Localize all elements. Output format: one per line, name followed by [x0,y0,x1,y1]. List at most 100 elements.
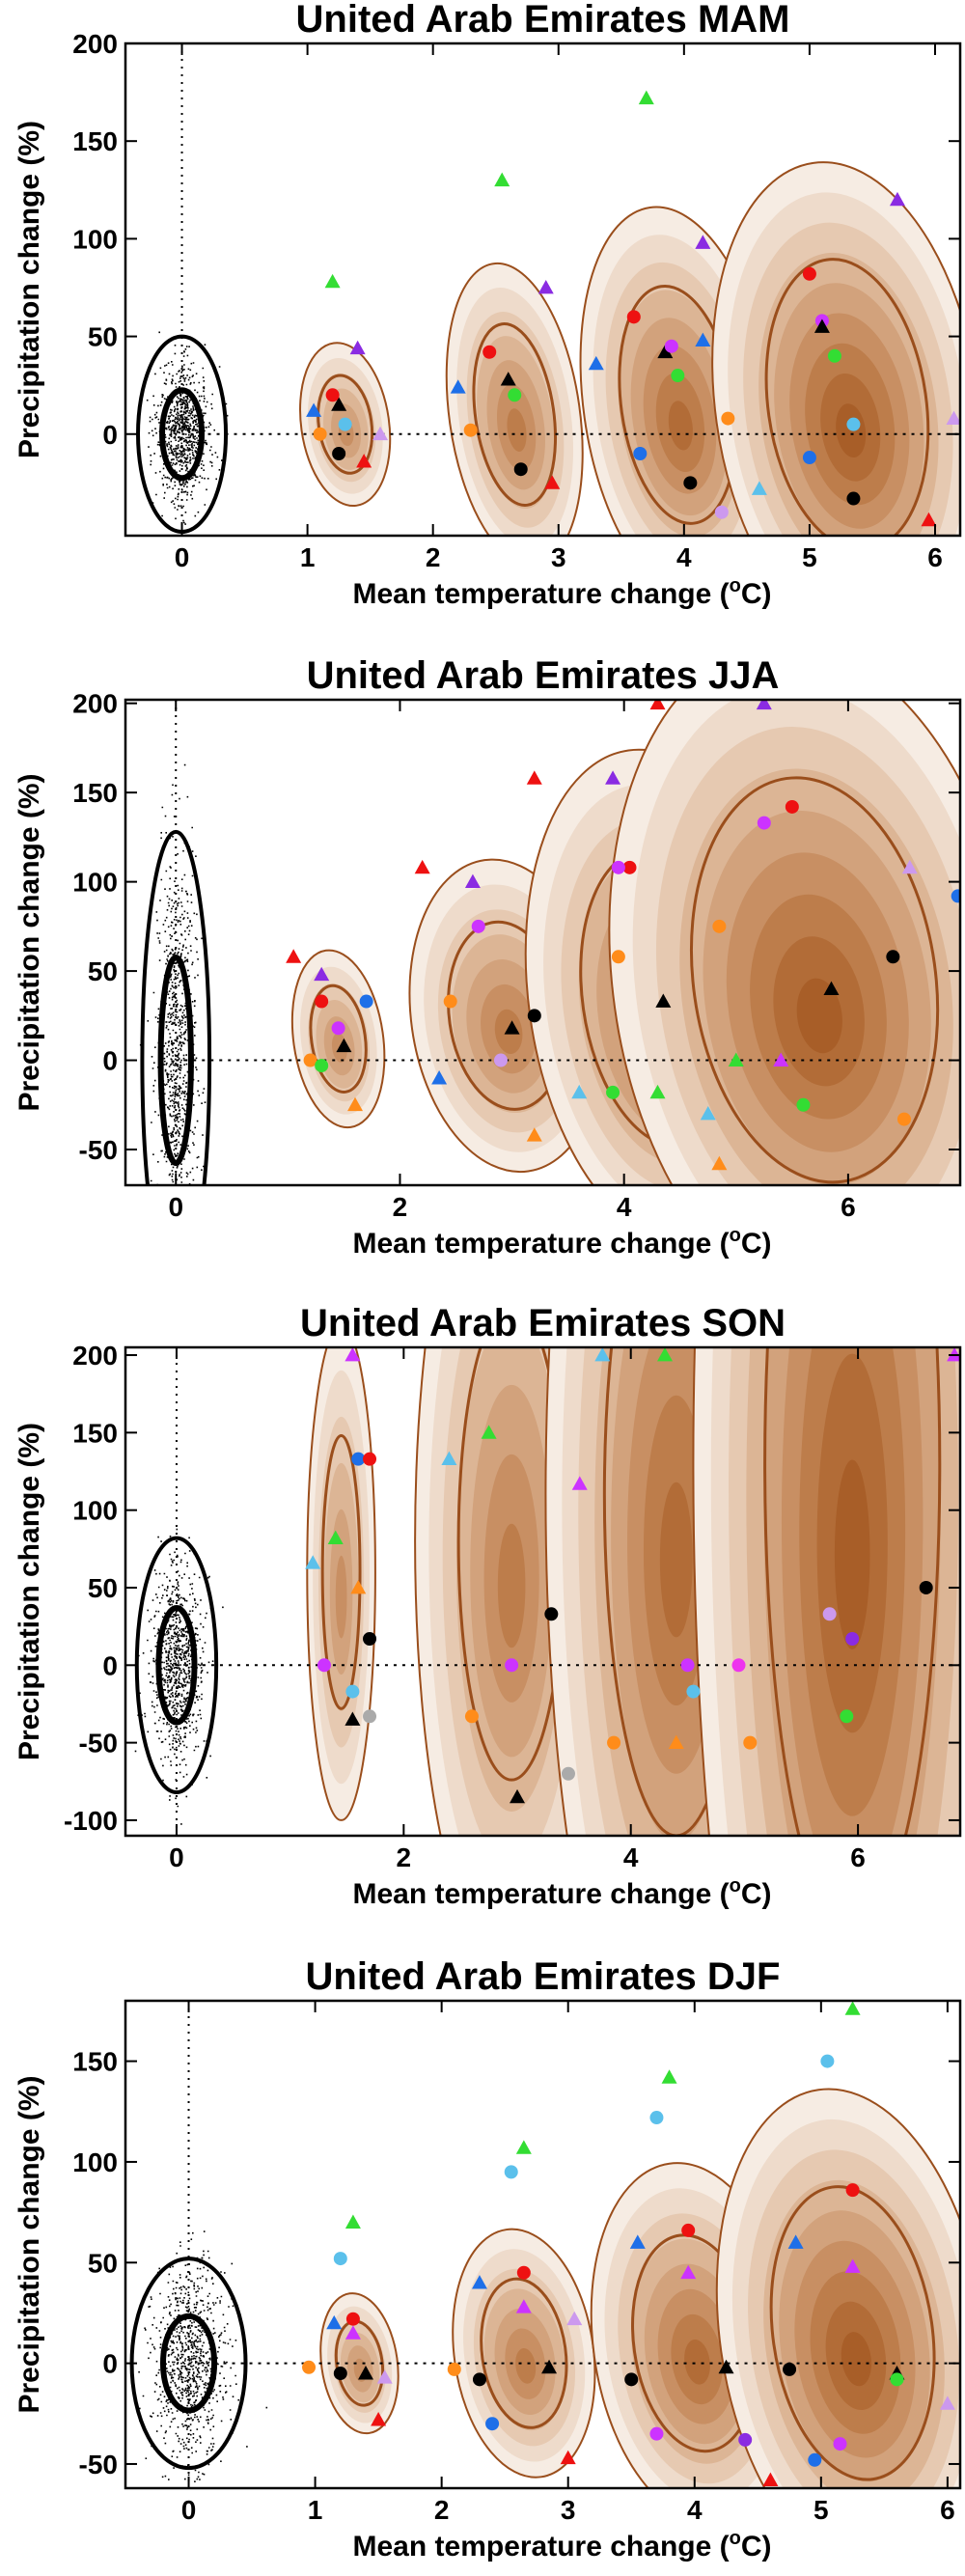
y-tick-label: 100 [72,224,118,254]
y-tick-label: 0 [102,1650,118,1680]
model-marker-triangle [347,1096,364,1112]
probability-cluster [445,262,584,536]
baseline-points [138,2230,268,2482]
y-tick-label: 100 [72,1496,118,1526]
density-level [335,1555,347,1639]
model-marker-circle [649,2426,664,2441]
model-marker-triangle [657,1347,674,1362]
density-level [659,1482,693,1638]
contour-line [480,2277,568,2429]
model-marker-triangle [594,1347,611,1362]
model-marker-triangle [471,2275,487,2289]
y-tick-label: 150 [72,126,118,156]
model-marker-circle [606,1085,620,1099]
model-marker-triangle [649,700,666,710]
model-marker-circle [544,1607,559,1621]
model-marker-triangle [680,2264,697,2280]
model-marker-triangle [356,454,372,468]
model-marker-triangle [571,1084,588,1099]
y-tick-label: 100 [72,2147,118,2177]
chart-panel-2: 0 2 4 6 -100 -50 0 50 100 150 200 United Arab Emira… [14,1302,962,1910]
model-marker-triangle [358,2366,374,2380]
x-axis-label: Mean temperature change (oC) [353,1225,772,1260]
model-marker-triangle [538,279,554,294]
model-marker-triangle [376,2369,393,2384]
plot-area [136,43,960,536]
model-marker-triangle [336,1038,352,1053]
y-tick-label: 100 [72,868,118,898]
model-marker-circle [504,2165,518,2179]
y-axis-label: Precipitation change (%) [14,121,45,458]
y-tick-label: 150 [72,1418,118,1448]
x-tick-label: 4 [676,542,692,572]
model-marker-circle [890,2372,904,2387]
model-marker-circle [325,388,340,402]
model-marker-triangle [571,1476,588,1490]
model-marker-circle [345,2312,360,2326]
model-markers [302,2001,955,2487]
model-marker-triangle [306,402,322,417]
x-axis-label: Mean temperature change (oC) [353,575,772,610]
model-marker-triangle [481,1425,497,1439]
x-tick-label: 6 [940,2495,955,2525]
x-axis-label-unit: C) [741,1228,772,1260]
baseline-scatter [134,1528,224,1825]
x-tick-label: 3 [561,2495,576,2525]
y-tick-label: -50 [79,1729,118,1759]
model-marker-circle [840,1709,854,1724]
density-level [507,408,527,452]
model-markers [286,700,960,1171]
model-marker-triangle [349,340,366,355]
model-marker-circle [802,451,816,465]
baseline-scatter [146,331,229,534]
plot-area [134,1347,960,1836]
model-marker-circle [622,860,637,874]
probability-cluster [715,2088,960,2488]
model-marker-circle [443,994,457,1009]
model-marker-circle [683,476,698,490]
model-marker-circle [493,1053,508,1067]
x-tick-label: 0 [168,1192,183,1222]
plot-area [139,700,960,1185]
model-marker-circle [681,2223,696,2237]
model-marker-circle [463,423,478,437]
model-marker-circle [611,950,625,964]
model-marker-circle [527,1009,541,1023]
model-marker-triangle [700,1106,716,1121]
model-marker-triangle [560,2450,576,2465]
model-marker-circle [363,1631,377,1646]
chart-title: United Arab Emirates MAM [296,0,790,41]
y-tick-label: 0 [102,420,118,450]
model-marker-circle [505,1658,519,1673]
x-axis-label-text: Mean temperature change ( [353,2531,730,2562]
model-marker-circle [919,1580,933,1594]
density-level [515,2348,537,2384]
model-marker-triangle [661,2069,677,2084]
probability-cluster [306,1347,376,1821]
density-level [684,2339,710,2385]
plot-frame [124,698,962,1187]
model-marker-circle [796,1097,811,1112]
model-marker-triangle [541,2359,558,2374]
y-tick-label: 200 [72,689,118,719]
density-level [497,1523,526,1648]
probability-cluster [608,700,960,1185]
chart-panel-0: 0 1 2 3 4 5 6 0 50 100 150 200 United Arab Emirates … [14,0,962,610]
contour-line [309,983,368,1094]
model-marker-triangle [823,981,840,995]
model-marker-triangle [350,1579,367,1594]
model-marker-circle [680,1658,695,1673]
model-marker-triangle [946,410,960,425]
model-markers [306,90,960,527]
model-marker-triangle [762,2472,779,2487]
model-marker-circle [731,1658,746,1673]
density-level [668,401,693,451]
x-tick-label: 3 [551,542,566,572]
model-marker-triangle [305,1555,321,1569]
model-marker-triangle [773,1052,789,1066]
model-marker-circle [472,2372,486,2387]
model-marker-triangle [668,1734,684,1750]
x-axis-label-superscript: o [730,2528,741,2549]
model-marker-circle [783,2362,797,2376]
model-marker-triangle [638,90,654,105]
